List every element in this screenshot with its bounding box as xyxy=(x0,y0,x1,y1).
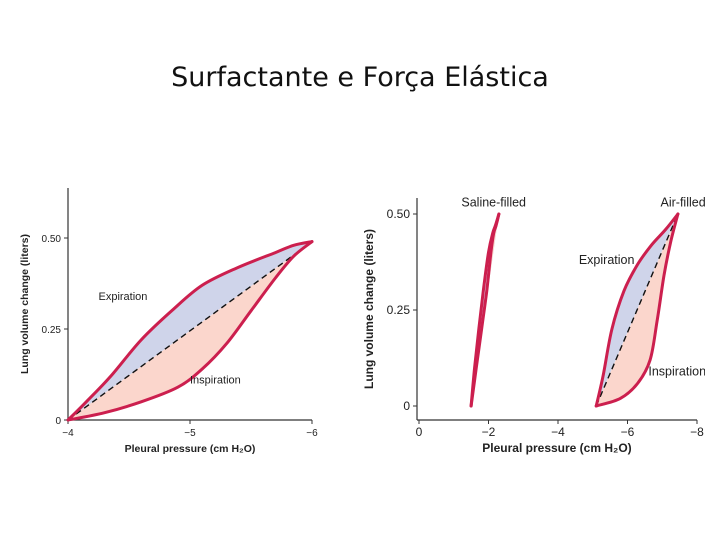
right-x-tick-label: −2 xyxy=(482,425,496,439)
right-air-expiration-curve xyxy=(594,212,680,408)
left-x-axis-label: Pleural pressure (cm H₂O) xyxy=(125,443,256,455)
right-chart: 0 0.25 0.50 0 −2 −4 −6 −8 Pleural pressure (cm H… xyxy=(362,195,705,455)
right-air-inspiration-area xyxy=(596,214,678,406)
right-y-tick-label: 0.25 xyxy=(387,303,411,317)
left-y-tick-label: 0.25 xyxy=(42,325,62,336)
left-x-tick-label: −4 xyxy=(62,428,74,439)
left-y-tick-label: 0 xyxy=(55,416,61,427)
right-x-axis-label: Pleural pressure (cm H₂O) xyxy=(482,441,631,455)
left-y-axis-label: Lung volume change (liters) xyxy=(19,234,31,374)
left-inspiration-label: Inspiration xyxy=(190,375,241,387)
left-chart: 0 0.25 0.50 −4 −5 −6 Pleural pressure (cm H₂O)… xyxy=(19,188,318,455)
left-expiration-label: Expiration xyxy=(99,291,148,303)
left-x-tick-label: −6 xyxy=(306,428,318,439)
right-y-tick-label: 0 xyxy=(403,399,410,413)
right-x-tick-label: 0 xyxy=(416,425,423,439)
right-air-inspiration-curve xyxy=(594,212,680,408)
left-x-tick-label: −5 xyxy=(184,428,196,439)
right-y-axis-label: Lung volume change (liters) xyxy=(362,229,376,389)
left-y-tick-label: 0.50 xyxy=(42,234,62,245)
slide-title: Surfactante e Força Elástica xyxy=(171,62,549,93)
right-saline-inspiration-curve xyxy=(469,212,501,408)
left-expiration-curve xyxy=(66,240,314,422)
right-x-tick-label: −6 xyxy=(621,425,635,439)
right-saline-filled-label: Saline-filled xyxy=(461,195,526,209)
right-air-filled-label: Air-filled xyxy=(661,195,705,209)
right-y-tick-label: 0.50 xyxy=(387,207,411,221)
right-inspiration-label: Inspiration xyxy=(648,364,705,378)
right-x-tick-label: −8 xyxy=(690,425,704,439)
right-expiration-label: Expiration xyxy=(579,253,635,267)
right-air-compliance-line xyxy=(595,213,679,407)
right-x-tick-label: −4 xyxy=(551,425,565,439)
left-compliance-line xyxy=(67,241,313,421)
left-inspiration-curve xyxy=(66,240,314,422)
